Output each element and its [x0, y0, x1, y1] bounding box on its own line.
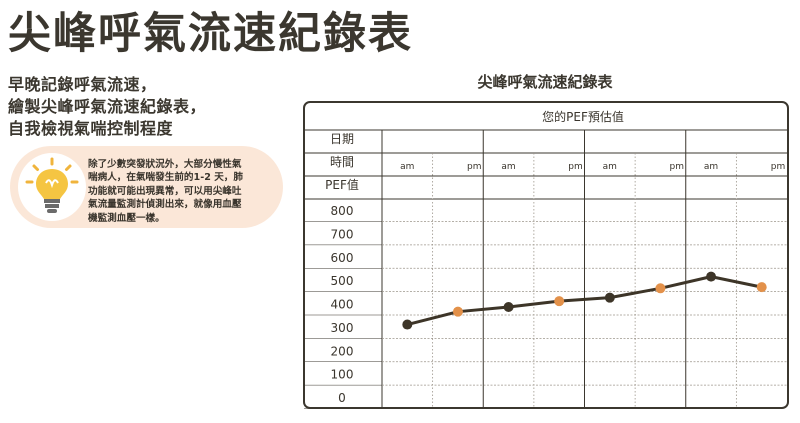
x-tick-label: am	[704, 162, 718, 172]
tip-text: 除了少數突發狀況外，大部分慢性氣 喘病人，在氣喘發生前的1-2 天，肺 功能就可…	[88, 158, 276, 225]
y-tick-label: 500	[331, 274, 354, 288]
y-tick-label: 100	[331, 368, 354, 382]
chart-border	[303, 101, 789, 409]
intro-line: 早晚記錄呼氣流速，	[8, 75, 157, 94]
y-tick-label: 200	[331, 344, 354, 358]
data-point-am	[503, 302, 514, 313]
x-tick-label: pm	[467, 162, 481, 172]
y-tick-label: 800	[331, 204, 354, 218]
intro-line: 自我檢視氣喘控制程度	[8, 119, 174, 138]
data-point-pm	[756, 282, 767, 293]
chart-grid	[304, 129, 787, 409]
page-title: 尖峰呼氣流速紀錄表	[8, 9, 413, 59]
data-point-am	[604, 292, 615, 303]
data-point-pm	[655, 283, 666, 294]
tip-line: 機監測血壓一樣。	[88, 212, 165, 224]
row-label-time: 時間	[330, 155, 354, 169]
y-tick-label: 400	[331, 298, 354, 312]
y-tick-label: 300	[331, 321, 354, 335]
intro-text: 早晚記錄呼氣流速， 繪製尖峰呼氣流速紀錄表， 自我檢視氣喘控制程度	[8, 74, 206, 140]
tip-line: 功能就可能出現異常，可以用尖峰吐	[88, 185, 242, 197]
pef-estimate-label: 您的PEF預估值	[542, 109, 624, 124]
y-tick-label: 600	[331, 251, 354, 265]
intro-line: 繪製尖峰呼氣流速紀錄表，	[8, 97, 207, 116]
row-label-date: 日期	[330, 132, 354, 146]
x-tick-label: pm	[568, 162, 582, 172]
chart-series	[402, 271, 767, 330]
pef-chart: 您的PEF預估值 日期 時間 PEF值 800 700 600 500 400 300 20…	[303, 101, 789, 413]
lightbulb-icon	[18, 153, 86, 221]
chart-title: 尖峰呼氣流速紀錄表	[477, 73, 613, 91]
row-label-pef: PEF值	[325, 177, 359, 192]
x-tick-label: pm	[771, 162, 785, 172]
tip-line: 喘病人，在氣喘發生前的1-2 天，肺	[88, 172, 243, 184]
data-point-pm	[554, 296, 565, 307]
data-point-pm	[452, 306, 463, 317]
x-tick-label: pm	[670, 162, 684, 172]
tip-box: 除了少數突發狀況外，大部分慢性氣 喘病人，在氣喘發生前的1-2 天，肺 功能就可…	[10, 146, 283, 228]
pef-chart-svg: 您的PEF預估值 日期 時間 PEF值 800 700 600 500 400 300 20…	[303, 101, 789, 409]
data-point-am	[706, 271, 717, 282]
x-tick-label: am	[501, 162, 515, 172]
y-tick-label: 0	[338, 391, 346, 405]
chart-labels: 您的PEF預估值 日期 時間 PEF值 800 700 600 500 400 300 20…	[325, 109, 785, 405]
series-line	[406, 275, 762, 326]
x-tick-label: am	[400, 162, 414, 172]
tip-line: 氣流量監測計偵測出來，就像用血壓	[88, 199, 242, 211]
data-point-am	[402, 319, 413, 330]
tip-line: 除了少數突發狀況外，大部分慢性氣	[88, 159, 242, 170]
y-tick-label: 700	[331, 227, 354, 241]
x-tick-label: am	[603, 162, 617, 172]
